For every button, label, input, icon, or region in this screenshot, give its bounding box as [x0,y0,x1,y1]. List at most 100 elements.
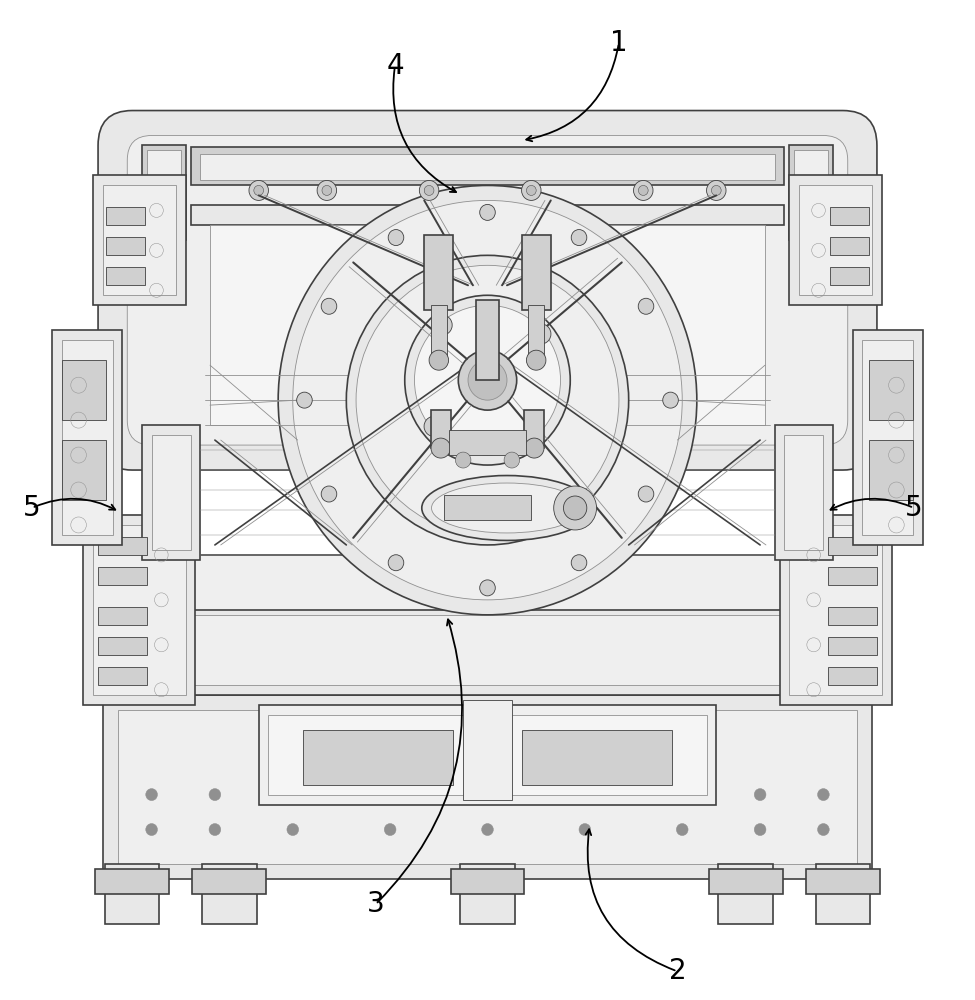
Bar [525,410,544,448]
Bar [790,145,833,240]
Circle shape [526,185,536,195]
Circle shape [639,486,654,502]
Bar [869,360,913,420]
Text: 5: 5 [905,494,922,522]
Bar [118,710,857,864]
Bar [62,440,106,500]
Bar [105,864,159,924]
Bar [448,430,526,455]
Circle shape [146,789,157,801]
Bar [528,305,544,360]
Bar [106,267,145,285]
Circle shape [571,230,587,246]
Circle shape [755,789,766,801]
Circle shape [424,416,444,436]
Bar [829,607,877,625]
Bar [780,515,891,705]
Circle shape [523,425,542,445]
Bar [444,495,531,520]
Bar [103,555,872,610]
Bar [98,567,146,585]
Circle shape [296,392,312,408]
Circle shape [321,298,336,314]
Bar [476,300,499,380]
Bar [719,864,773,924]
Bar [118,615,857,685]
Circle shape [564,496,587,520]
Circle shape [287,789,298,801]
Circle shape [755,824,766,836]
Ellipse shape [422,476,592,540]
Circle shape [818,789,829,801]
Text: 3: 3 [367,890,384,918]
Circle shape [468,360,507,400]
Bar [522,235,551,310]
Circle shape [346,255,629,545]
Circle shape [480,204,495,220]
Circle shape [405,295,570,465]
Bar [775,425,833,560]
Bar [190,205,785,225]
Bar [816,864,870,924]
Circle shape [254,185,263,195]
Bar [258,705,717,805]
Circle shape [322,185,332,195]
Bar [460,864,515,924]
Circle shape [278,185,697,615]
Bar [210,225,765,425]
Circle shape [579,789,591,801]
Circle shape [712,185,722,195]
Bar [96,869,169,894]
Circle shape [554,486,597,530]
Bar [795,150,829,235]
Circle shape [384,789,396,801]
Circle shape [388,230,404,246]
Circle shape [504,452,520,468]
Circle shape [356,265,619,535]
Circle shape [287,824,298,836]
Bar [192,869,266,894]
Bar [146,150,180,235]
Circle shape [321,486,336,502]
Circle shape [455,452,471,468]
Bar [424,235,453,310]
Bar [200,154,775,180]
Circle shape [431,438,450,458]
Bar [62,360,106,420]
Circle shape [639,185,648,195]
Circle shape [388,555,404,571]
Bar [790,175,881,305]
Circle shape [424,185,434,195]
Bar [830,237,869,255]
Bar [302,730,453,785]
Bar [98,537,146,555]
Bar [94,525,185,695]
Text: 5: 5 [23,494,41,522]
Text: 4: 4 [386,52,404,80]
Circle shape [209,824,220,836]
Bar [142,425,200,560]
Bar [829,667,877,685]
Bar [709,869,783,894]
Circle shape [317,180,336,200]
Circle shape [482,824,493,836]
Bar [151,435,190,550]
Circle shape [414,305,561,455]
Bar [53,330,123,545]
Circle shape [677,824,688,836]
Circle shape [634,180,653,200]
Circle shape [482,789,493,801]
Circle shape [639,298,654,314]
Bar [84,515,195,705]
Circle shape [209,789,220,801]
Bar [103,185,176,295]
Bar [806,869,879,894]
Bar [106,207,145,225]
Bar [869,440,913,500]
Circle shape [429,350,448,370]
Bar [98,667,146,685]
Bar [103,695,872,879]
Bar [800,185,872,295]
Circle shape [480,580,495,596]
Circle shape [292,200,682,600]
